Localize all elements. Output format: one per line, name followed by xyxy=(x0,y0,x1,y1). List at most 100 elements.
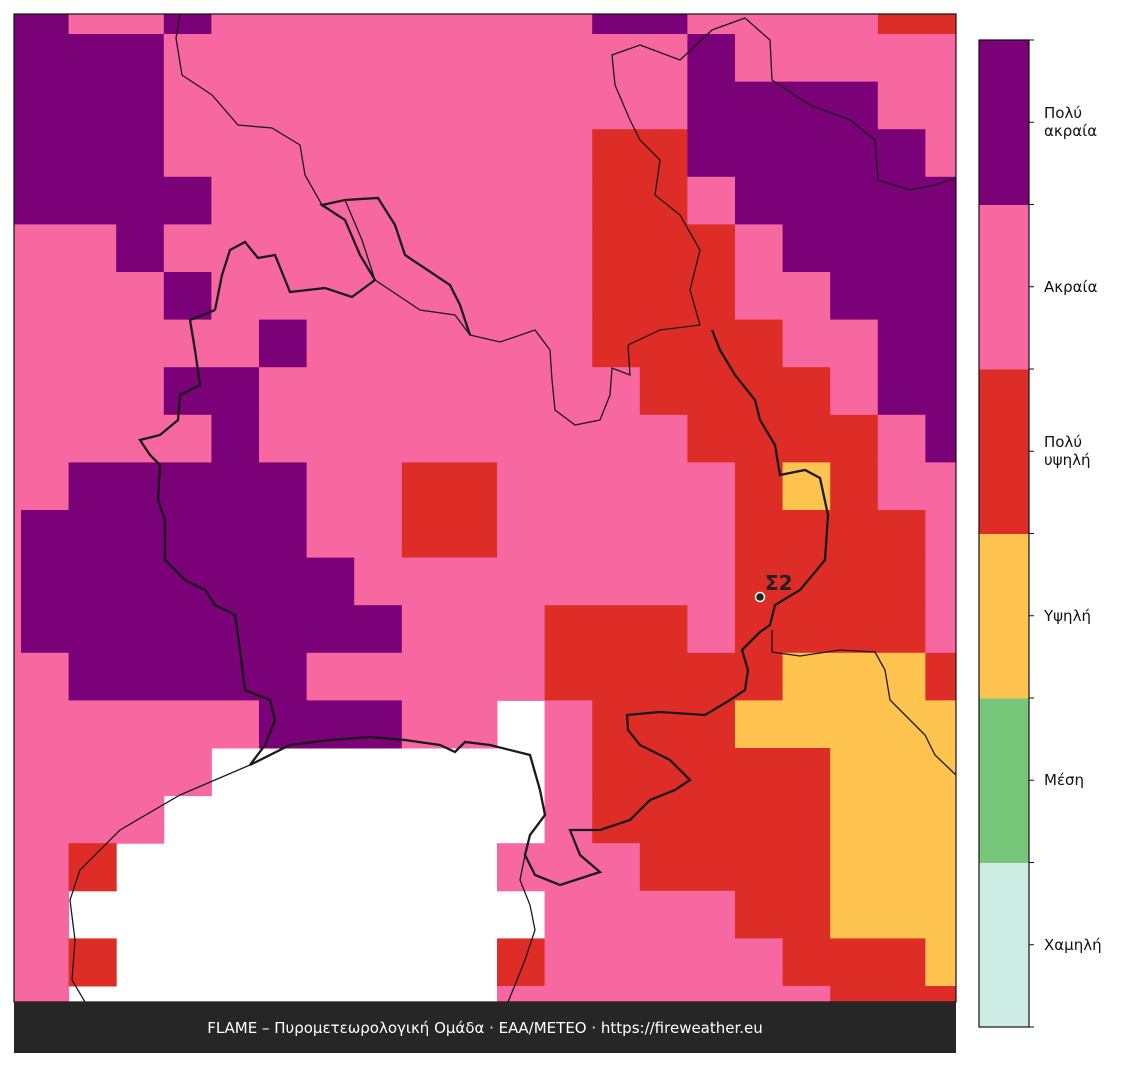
grid-cell xyxy=(925,176,956,225)
grid-cell xyxy=(401,319,450,368)
grid-cell xyxy=(497,462,546,511)
grid-cell xyxy=(925,700,956,749)
grid-cell xyxy=(259,605,308,654)
grid-cell xyxy=(592,272,641,321)
grid-cell xyxy=(68,462,117,511)
grid-cell xyxy=(830,224,879,273)
grid-cell xyxy=(14,176,22,225)
grid-cell xyxy=(592,557,641,606)
grid-cell xyxy=(259,652,308,701)
grid-cell xyxy=(449,462,498,511)
grid-cell xyxy=(211,510,260,559)
grid-cell xyxy=(354,510,403,559)
grid-cell xyxy=(830,34,879,83)
grid-cell xyxy=(877,367,926,416)
grid-cell xyxy=(497,367,546,416)
grid-cell xyxy=(497,129,546,178)
grid-cell xyxy=(687,129,736,178)
grid-cell xyxy=(830,14,879,35)
grid-cell xyxy=(449,414,498,463)
grid-cell xyxy=(259,129,308,178)
grid-cell xyxy=(877,81,926,130)
grid-cell xyxy=(830,557,879,606)
grid-cell xyxy=(259,224,308,273)
grid-cell xyxy=(592,367,641,416)
grid-cell xyxy=(687,795,736,844)
grid-cell xyxy=(735,605,784,654)
grid-cell xyxy=(735,700,784,749)
grid-cell xyxy=(592,700,641,749)
grid-cell xyxy=(639,34,688,83)
grid-cell xyxy=(925,510,956,559)
grid-cell xyxy=(639,272,688,321)
grid-cell xyxy=(497,652,546,701)
grid-cell xyxy=(830,319,879,368)
grid-cell xyxy=(830,129,879,178)
colorbar xyxy=(978,39,1034,1028)
grid-cell xyxy=(639,367,688,416)
grid-cell xyxy=(925,938,956,987)
grid-cell xyxy=(925,14,956,35)
grid-cell xyxy=(877,700,926,749)
grid-cell xyxy=(163,34,212,83)
grid-cell xyxy=(211,176,260,225)
grid-cell xyxy=(21,34,70,83)
grid-cell xyxy=(21,176,70,225)
grid-cell xyxy=(449,367,498,416)
grid-cell xyxy=(782,224,831,273)
grid-cell xyxy=(116,605,165,654)
grid-cell xyxy=(877,14,926,35)
grid-cell xyxy=(544,81,593,130)
grid-cell xyxy=(877,510,926,559)
grid-cell xyxy=(925,748,956,797)
grid-cell xyxy=(306,129,355,178)
grid-cell xyxy=(544,557,593,606)
grid-cell xyxy=(163,605,212,654)
grid-cell xyxy=(354,176,403,225)
grid-cell xyxy=(877,938,926,987)
grid-cell xyxy=(116,319,165,368)
grid-cell xyxy=(14,81,22,130)
grid-cell xyxy=(877,986,926,1002)
grid-cell xyxy=(163,652,212,701)
grid-cell xyxy=(830,176,879,225)
grid-cell xyxy=(354,557,403,606)
grid-cell xyxy=(735,843,784,892)
grid-cell xyxy=(925,272,956,321)
colorbar-label: Πολύ υψηλή xyxy=(1044,433,1091,470)
colorbar-frame xyxy=(978,39,1030,1028)
grid-cell xyxy=(735,272,784,321)
grid-cell xyxy=(925,795,956,844)
grid-cell xyxy=(925,34,956,83)
grid-cell xyxy=(687,81,736,130)
grid-cell xyxy=(592,176,641,225)
grid-cell xyxy=(449,224,498,273)
grid-cell xyxy=(116,795,165,844)
grid-cell xyxy=(14,795,22,844)
grid-cell xyxy=(497,319,546,368)
grid-cell xyxy=(163,748,212,797)
grid-cell xyxy=(544,605,593,654)
grid-cell xyxy=(68,14,117,35)
grid-cell xyxy=(544,986,593,1002)
grid-cell xyxy=(354,414,403,463)
grid-cell xyxy=(259,176,308,225)
raster xyxy=(14,14,956,1002)
grid-cell xyxy=(449,176,498,225)
grid-cell xyxy=(592,605,641,654)
grid-cell xyxy=(877,795,926,844)
grid-cell xyxy=(639,890,688,939)
grid-cell xyxy=(354,462,403,511)
grid-cell xyxy=(354,224,403,273)
grid-cell xyxy=(544,890,593,939)
grid-cell xyxy=(116,367,165,416)
grid-cell xyxy=(687,367,736,416)
grid-cell xyxy=(830,414,879,463)
grid-cell xyxy=(925,557,956,606)
grid-cell xyxy=(211,557,260,606)
grid-cell xyxy=(544,748,593,797)
grid-cell xyxy=(14,510,22,559)
grid-cell xyxy=(21,462,70,511)
grid-cell xyxy=(163,224,212,273)
grid-cell xyxy=(211,14,260,35)
